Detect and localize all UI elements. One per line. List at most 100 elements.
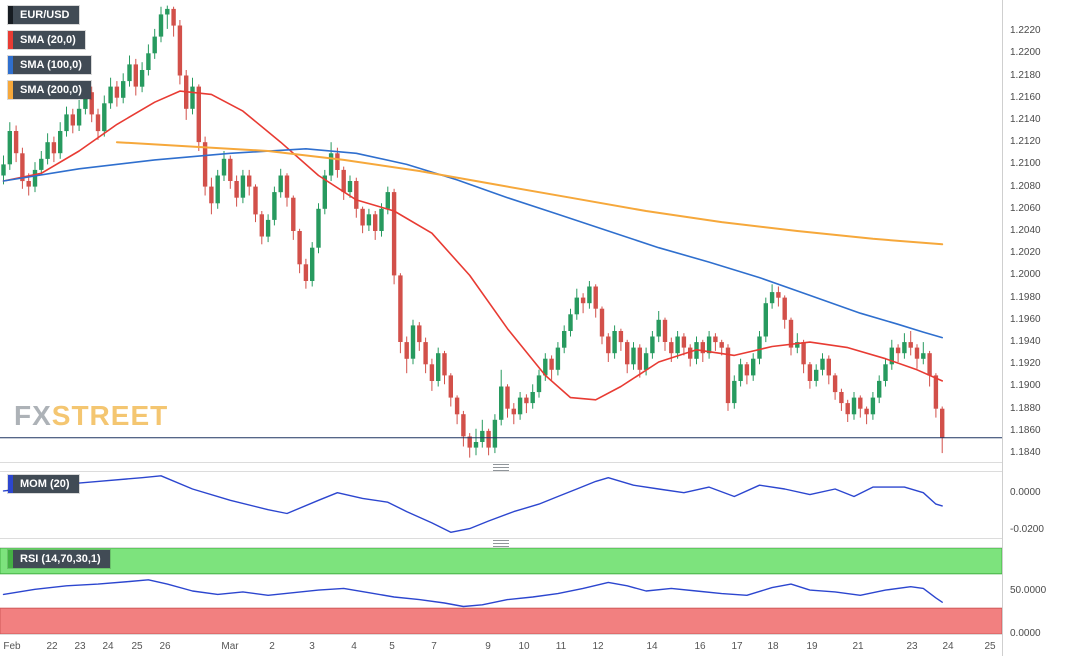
main-chart-panel[interactable]: EUR/USD SMA (20,0) SMA (100,0) SMA (200,… [0,0,1002,462]
candle-body [744,364,750,376]
candle-body [448,375,453,398]
candle-body [549,358,554,370]
candle-body [209,186,214,204]
time-tick-label: 14 [646,641,658,652]
candle-body [202,142,208,187]
time-tick-label: 23 [74,641,86,652]
candle-body [839,392,844,404]
rsi-legend-button[interactable]: RSI (14,70,30,1) [8,550,110,568]
candle-body [436,353,441,381]
panel-divider [0,538,1002,548]
candle-body [662,319,668,342]
candle-body [631,347,636,365]
candle-body [580,297,586,304]
momentum-plot[interactable] [0,472,1002,538]
rsi-panel[interactable]: RSI (14,70,30,1) [0,548,1002,634]
candle-body [517,397,523,415]
symbol-legend-button[interactable]: EUR/USD [8,6,79,24]
price-tick-label: 1.1960 [1010,314,1041,325]
candle-body [763,303,768,337]
candle-body [133,64,138,87]
price-axis[interactable]: 1.18538 1.22201.22001.21801.21601.21401.… [1002,0,1068,656]
sma200-legend-button[interactable]: SMA (200,0) [8,81,91,99]
time-tick-label: 9 [485,641,491,652]
candle-body [39,158,44,170]
candle-body [851,397,857,415]
time-tick-label: 4 [351,641,357,652]
price-tick-label: 1.2120 [1010,136,1041,147]
candle-body [505,386,510,409]
time-axis[interactable]: Feb 22 23 24 25 26 Mar 2 3 4 5 7 9 10 11 12 14 16 17 18 19 21… [0,634,1002,656]
price-tick-label: 1.2100 [1010,158,1041,169]
candle-body [643,353,649,370]
time-tick-label: 23 [906,641,918,652]
price-tick-label: 1.1920 [1010,358,1041,369]
rsi-overbought-band [0,548,1002,575]
candle-body [782,297,787,320]
candle-body [454,397,460,415]
sma-line-1 [2,148,944,339]
candle-body [95,114,101,132]
candle-body [700,342,705,354]
candle-body [921,353,926,359]
candle-body [391,192,397,276]
candle-body [725,347,731,404]
price-tick-label: 1.2160 [1010,92,1041,103]
candle-body [719,342,724,348]
mom-legend-button[interactable]: MOM (20) [8,475,79,493]
candle-body [599,308,605,337]
candle-body [555,347,561,370]
panel-resize-handle-icon[interactable] [493,539,509,547]
candle-body [473,442,479,448]
candle-body [669,342,674,354]
candle-body [914,347,920,359]
time-tick-label: 3 [309,641,315,652]
candle-body [347,181,353,193]
candle-body [908,342,913,348]
candle-body [536,375,542,393]
candle-body [316,208,321,248]
momentum-panel[interactable]: MOM (20) [0,472,1002,538]
candle-body [284,175,290,198]
candle-body [76,108,82,126]
candle-body [675,336,680,354]
time-tick-label: 18 [767,641,779,652]
candle-body [870,397,876,415]
candle-body [89,92,94,115]
candle-body [927,353,932,376]
watermark-street: STREET [51,400,169,431]
candle-body [883,364,888,381]
candle-body [328,153,334,176]
candle-body [404,342,409,359]
candle-body [650,336,655,354]
candle-body [165,8,170,15]
candle-body [637,347,642,370]
candle-body [171,8,176,26]
candle-body [121,81,126,98]
candle-body [807,364,813,381]
rsi-plot[interactable] [0,548,1002,634]
time-tick-label: 2 [269,641,275,652]
candle-body [158,14,164,37]
candlestick-plot[interactable] [0,0,1002,462]
candle-body [247,175,252,187]
candle-body [625,342,630,365]
sma100-legend-button[interactable]: SMA (100,0) [8,56,91,74]
candle-body [618,331,624,343]
candle-body [291,197,296,231]
candle-body [190,86,195,109]
price-tick-label: 1.1900 [1010,380,1041,391]
time-tick-label: 10 [518,641,530,652]
candle-body [259,214,264,237]
candle-body [864,408,869,415]
sma20-legend-button[interactable]: SMA (20,0) [8,31,85,49]
candle-body [360,208,365,226]
price-tick-label: 0.0000 [1010,487,1041,498]
candle-body [832,375,838,393]
candle-body [278,175,283,193]
candle-body [32,169,38,187]
panel-resize-handle-icon[interactable] [493,463,509,471]
time-tick-label: 26 [159,641,171,652]
candle-body [341,169,346,193]
candle-body [801,342,806,365]
